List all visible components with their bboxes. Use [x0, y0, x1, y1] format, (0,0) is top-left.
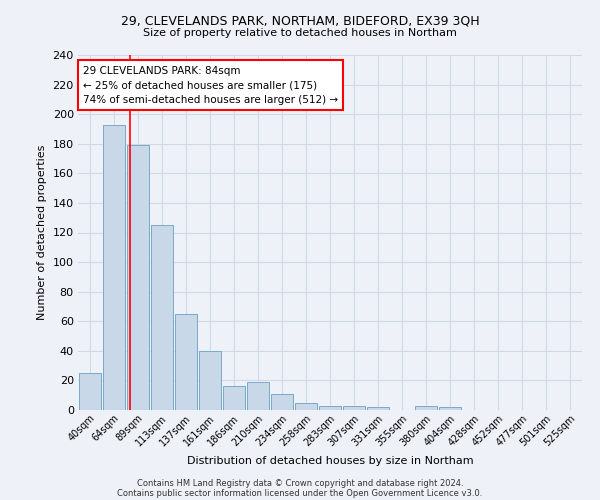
X-axis label: Distribution of detached houses by size in Northam: Distribution of detached houses by size … — [187, 456, 473, 466]
Bar — [367, 407, 389, 410]
Bar — [79, 373, 101, 410]
Bar — [223, 386, 245, 410]
Text: 29, CLEVELANDS PARK, NORTHAM, BIDEFORD, EX39 3QH: 29, CLEVELANDS PARK, NORTHAM, BIDEFORD, … — [121, 15, 479, 28]
Bar — [151, 225, 173, 410]
Bar — [247, 382, 269, 410]
Text: 29 CLEVELANDS PARK: 84sqm
← 25% of detached houses are smaller (175)
74% of semi: 29 CLEVELANDS PARK: 84sqm ← 25% of detac… — [83, 66, 338, 106]
Text: Contains public sector information licensed under the Open Government Licence v3: Contains public sector information licen… — [118, 488, 482, 498]
Bar — [271, 394, 293, 410]
Bar — [199, 351, 221, 410]
Bar — [103, 124, 125, 410]
Y-axis label: Number of detached properties: Number of detached properties — [37, 145, 47, 320]
Bar — [175, 314, 197, 410]
Bar — [295, 402, 317, 410]
Bar — [415, 406, 437, 410]
Bar — [127, 145, 149, 410]
Bar — [319, 406, 341, 410]
Bar — [343, 406, 365, 410]
Text: Contains HM Land Registry data © Crown copyright and database right 2024.: Contains HM Land Registry data © Crown c… — [137, 478, 463, 488]
Bar — [439, 407, 461, 410]
Text: Size of property relative to detached houses in Northam: Size of property relative to detached ho… — [143, 28, 457, 38]
